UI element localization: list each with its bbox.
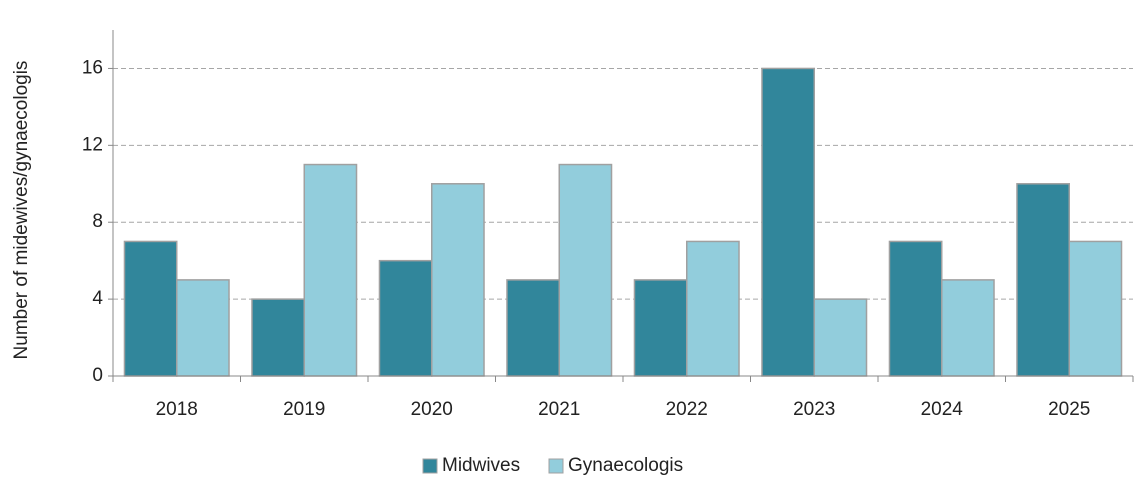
legend-label: Gynaecologis: [568, 455, 683, 476]
x-tick-label: 2022: [666, 399, 708, 420]
bar: [1068, 240, 1123, 377]
y-tick-label: 0: [92, 365, 103, 386]
bar: [1016, 183, 1070, 377]
legend-swatch: [422, 458, 438, 474]
y-axis-label: Number of midewives/gynaecologis: [11, 61, 32, 360]
x-tick-label: 2023: [793, 399, 835, 420]
bar: [558, 163, 613, 377]
legend-label: Midwives: [442, 455, 520, 476]
bar: [176, 279, 230, 377]
bar: [431, 183, 485, 377]
bar: [506, 279, 561, 377]
bar: [303, 163, 358, 377]
legend-swatch: [548, 458, 564, 474]
bar: [888, 240, 943, 377]
x-tick-label: 2024: [921, 399, 964, 420]
x-tick-label: 2021: [538, 399, 580, 420]
x-tick-label: 2019: [283, 399, 325, 420]
y-tick-label: 16: [82, 57, 103, 78]
x-tick-label: 2018: [156, 399, 198, 420]
x-tick-label: 2020: [411, 399, 453, 420]
bar: [251, 298, 306, 377]
bar: [123, 240, 178, 377]
y-tick-label: 4: [92, 288, 103, 309]
bar: [378, 259, 433, 377]
bar: [761, 67, 815, 377]
y-tick-label: 12: [82, 134, 103, 155]
bar: [686, 240, 740, 377]
bar: [633, 279, 688, 377]
y-tick-label: 8: [92, 211, 103, 232]
bar: [941, 279, 995, 377]
bar: [813, 298, 868, 377]
x-tick-label: 2025: [1048, 399, 1090, 420]
